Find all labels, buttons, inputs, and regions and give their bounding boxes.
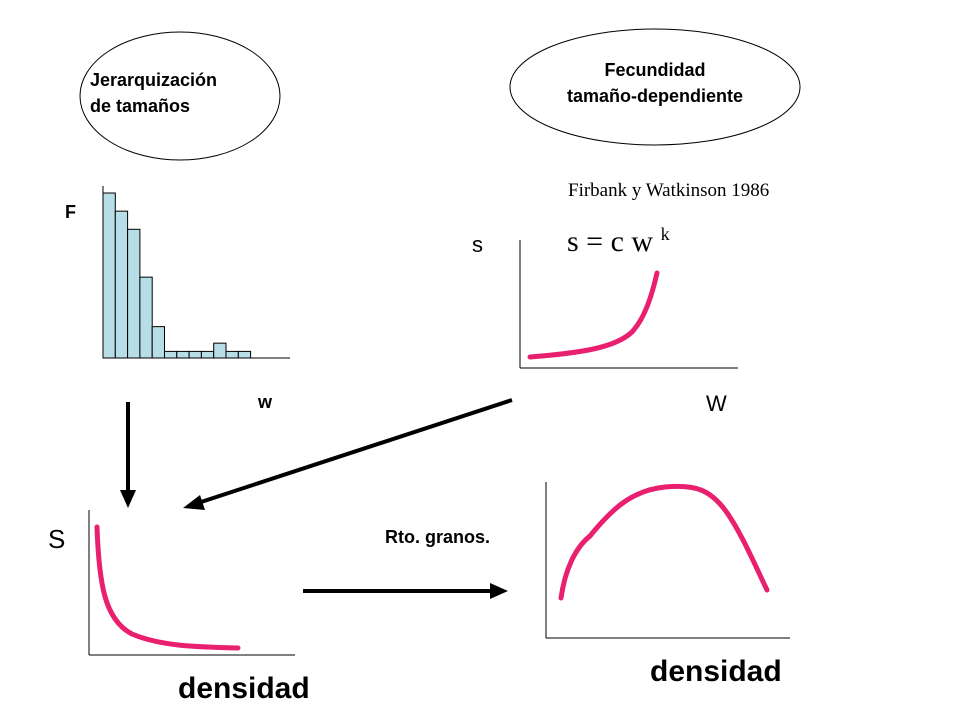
yield-curve [558, 483, 770, 601]
fecundity-ellipse [509, 28, 801, 146]
fecundity-x-label: W [706, 391, 727, 416]
right-arrow-head [490, 583, 508, 599]
yield-x-label: densidad [650, 655, 782, 688]
survival-y-label: S [48, 524, 66, 554]
citation-text: Firbank y Watkinson 1986 [568, 180, 770, 201]
survival-x-label: densidad [178, 672, 310, 705]
diagonal-arrow [197, 398, 513, 505]
histogram-bar [200, 350, 215, 359]
fecundity-curve [527, 270, 660, 360]
histogram-bar [127, 228, 141, 359]
histogram-bars [102, 192, 252, 359]
fecundity-y-label: s [472, 232, 483, 257]
diagonal-arrow-head [183, 495, 205, 510]
size-hierarchy-line2: de tamaños [90, 96, 191, 116]
fecundity-line2: tamaño-dependiente [566, 86, 744, 106]
size-hierarchy-ellipse [79, 31, 281, 161]
histogram-bar [176, 350, 190, 359]
histogram-bar [188, 350, 202, 359]
fecundity-line1: Fecundidad [604, 60, 706, 80]
histogram-bar [213, 342, 227, 359]
formula-exponent: k [660, 224, 670, 244]
histogram-bar [151, 326, 165, 359]
histogram-bar [139, 276, 153, 359]
survival-curve [94, 524, 241, 651]
histogram-bar [225, 350, 239, 359]
yield-y-label: Rto. granos. [385, 527, 491, 547]
size-hierarchy-line1: Jerarquización [90, 70, 218, 90]
formula-base: s = c w [567, 225, 654, 258]
histogram-bar [102, 192, 116, 359]
histogram-x-label: w [258, 392, 273, 412]
histogram-bar [164, 350, 178, 359]
histogram-bar [114, 210, 129, 359]
histogram-bar [237, 350, 252, 359]
fecundity-label: Fecundidad tamaño-dependiente [520, 57, 790, 109]
histogram-y-label: F [65, 202, 76, 222]
down-arrow-head [120, 490, 136, 508]
formula: s = c w k [567, 224, 670, 259]
size-hierarchy-label: Jerarquización de tamaños [90, 67, 270, 119]
